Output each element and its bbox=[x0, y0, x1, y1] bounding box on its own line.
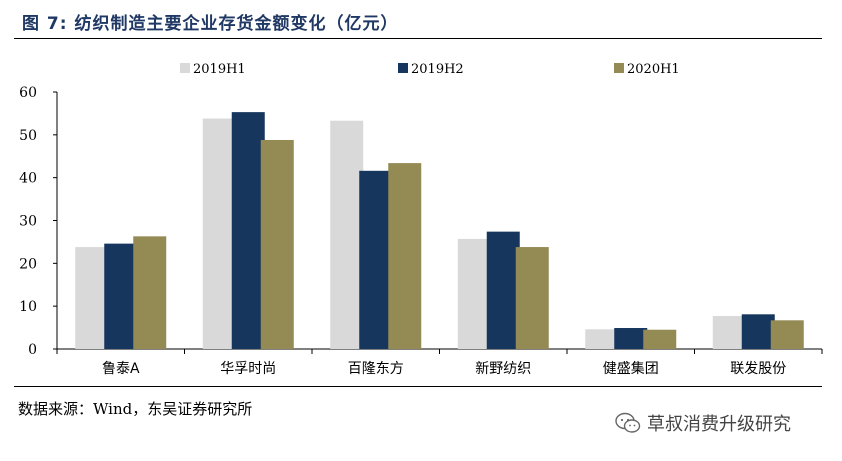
bar-2019H1-新野纺织 bbox=[457, 238, 491, 349]
watermark: 草叔消费升级研究 bbox=[615, 410, 791, 436]
y-tick-label-50: 50 bbox=[19, 128, 37, 144]
watermark-text: 草叔消费升级研究 bbox=[647, 414, 791, 435]
wechat-icon bbox=[615, 412, 641, 433]
source-note: 数据来源：Wind，东吴证券研究所 bbox=[18, 400, 253, 418]
y-tick-label-30: 30 bbox=[19, 214, 37, 230]
bar-2019H2-健盛集团 bbox=[614, 328, 648, 349]
bar-2019H2-鲁泰A bbox=[104, 243, 138, 349]
x-tick-label-2: 百隆东方 bbox=[348, 361, 404, 377]
bar-2020H1-鲁泰A bbox=[133, 236, 167, 349]
x-tick-label-1: 华孚时尚 bbox=[220, 361, 276, 377]
bar-2020H1-健盛集团 bbox=[643, 329, 677, 349]
y-tick-label-10: 10 bbox=[19, 299, 37, 315]
x-tick-label-0: 鲁泰A bbox=[102, 361, 140, 377]
legend-label-2019H1: 2019H1 bbox=[193, 62, 246, 77]
legend-swatch-2019H2 bbox=[398, 63, 408, 73]
y-tick-label-40: 40 bbox=[19, 171, 37, 187]
y-tick-label-20: 20 bbox=[19, 256, 37, 272]
bar-chart: 2019H1 2019H2 2020H1 0 10 20 30 40 50 60 鲁泰A 华孚时尚 百隆… bbox=[19, 62, 823, 377]
figure-title: 图 7: 纺织制造主要企业存货金额变化（亿元） bbox=[22, 14, 399, 34]
bar-2019H2-华孚时尚 bbox=[231, 112, 265, 349]
bar-2020H1-联发股份 bbox=[770, 320, 804, 349]
y-tick-label-0: 0 bbox=[28, 342, 37, 358]
bottom-rule bbox=[14, 386, 822, 387]
legend-swatch-2020H1 bbox=[614, 63, 624, 73]
top-rule bbox=[14, 38, 822, 39]
x-tick-label-4: 健盛集团 bbox=[603, 360, 659, 377]
bar-2019H1-健盛集团 bbox=[585, 329, 619, 349]
legend-label-2020H1: 2020H1 bbox=[627, 62, 680, 77]
x-tick-label-3: 新野纺织 bbox=[475, 361, 531, 377]
legend-label-2019H2: 2019H2 bbox=[411, 62, 464, 77]
bar-2019H2-新野纺织 bbox=[486, 231, 520, 349]
bar-2020H1-百隆东方 bbox=[388, 163, 422, 349]
y-tick-label-60: 60 bbox=[19, 85, 37, 101]
legend-swatch-2019H1 bbox=[180, 63, 190, 73]
bar-2020H1-华孚时尚 bbox=[260, 139, 294, 349]
bar-2019H2-联发股份 bbox=[741, 314, 775, 349]
bar-2019H1-鲁泰A bbox=[75, 247, 109, 349]
bar-2019H1-华孚时尚 bbox=[202, 118, 236, 349]
bar-2019H1-百隆东方 bbox=[330, 120, 364, 349]
bar-2019H2-百隆东方 bbox=[359, 170, 393, 349]
x-tick-label-5: 联发股份 bbox=[730, 361, 786, 377]
bar-2020H1-新野纺织 bbox=[515, 247, 549, 349]
bar-2019H1-联发股份 bbox=[712, 316, 746, 349]
